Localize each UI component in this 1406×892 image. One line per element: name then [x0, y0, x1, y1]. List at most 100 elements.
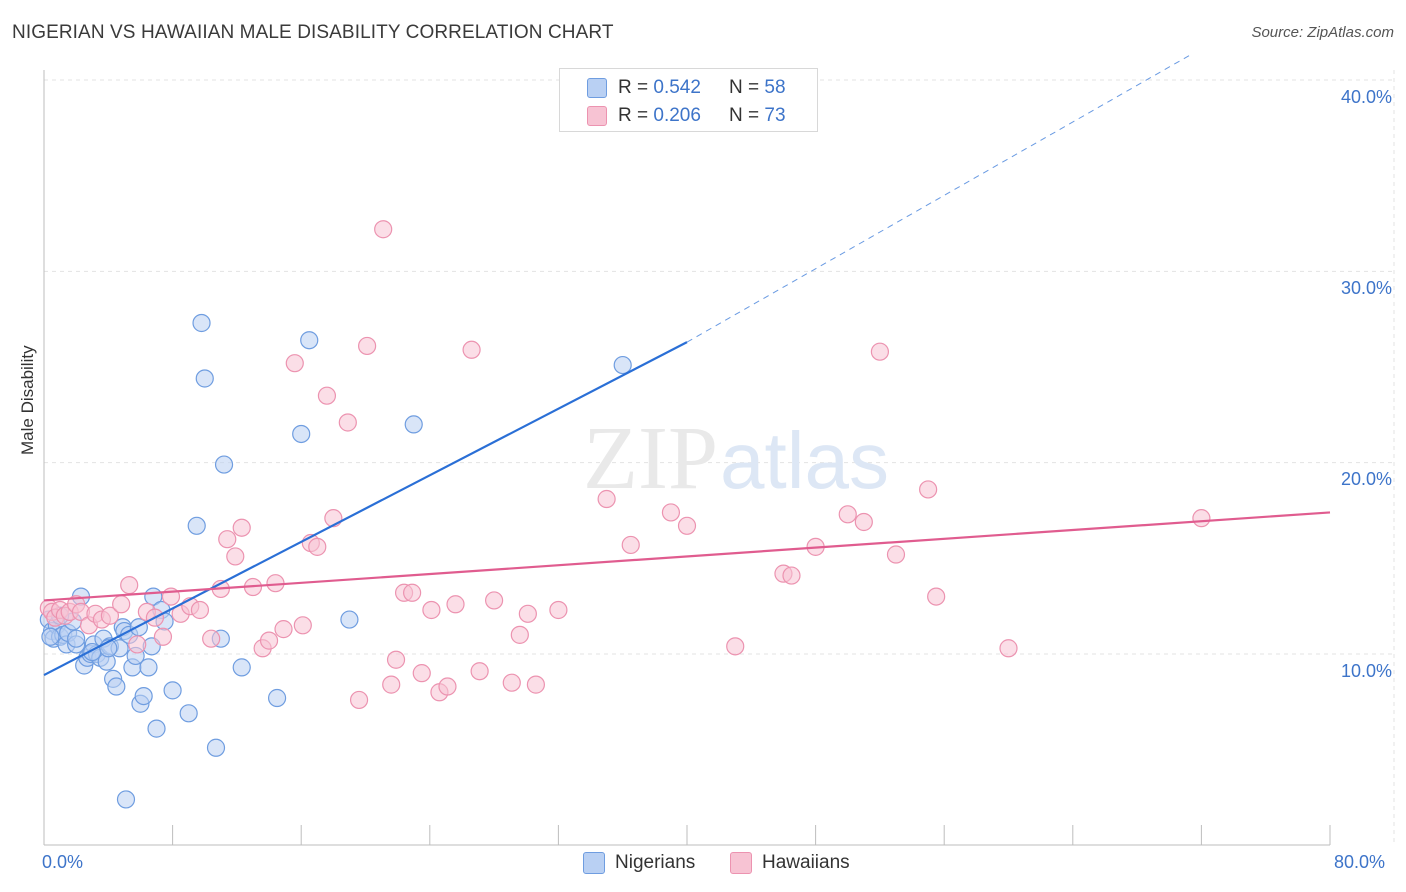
point-hawaiians-26: [232, 518, 251, 537]
point-hawaiians-58: [549, 600, 568, 620]
legend-n-label: N =: [729, 105, 765, 126]
point-hawaiians-56: [518, 604, 537, 623]
point-hawaiians-49: [438, 677, 457, 696]
point-hawaiians-41: [374, 220, 393, 239]
point-hawaiians-68: [854, 512, 873, 532]
legend-r-value-nigerians: 0.542: [653, 77, 701, 98]
y-axis-label: Male Disability: [18, 345, 37, 455]
point-hawaiians-17: [153, 627, 173, 646]
point-nigerians-35: [147, 719, 166, 738]
point-nigerians-38: [163, 681, 182, 700]
point-hawaiians-74: [1192, 509, 1211, 528]
axis-layer: [43, 70, 1331, 846]
point-hawaiians-42: [382, 675, 401, 694]
y-tick-label-20: 20.0%: [1340, 469, 1392, 489]
point-nigerians-52: [613, 355, 632, 375]
point-hawaiians-67: [838, 505, 857, 524]
y-tick-label-10: 10.0%: [1340, 661, 1392, 681]
point-nigerians-46: [232, 658, 251, 677]
point-nigerians-31: [134, 686, 153, 706]
point-hawaiians-11: [100, 606, 120, 625]
point-hawaiians-71: [919, 480, 938, 499]
point-hawaiians-72: [927, 587, 946, 606]
trend-layer: [43, 52, 1331, 677]
point-nigerians-49: [300, 331, 319, 350]
point-hawaiians-31: [274, 620, 293, 639]
point-hawaiians-14: [128, 635, 147, 654]
point-nigerians-29: [129, 618, 148, 637]
point-hawaiians-60: [621, 535, 640, 555]
point-hawaiians-47: [422, 600, 441, 620]
trend-line-hawaiians: [43, 511, 1331, 602]
point-nigerians-40: [187, 516, 206, 535]
point-hawaiians-38: [338, 413, 357, 432]
point-nigerians-25: [116, 790, 136, 809]
grid-layer: [44, 70, 1395, 845]
point-hawaiians-69: [870, 342, 890, 361]
point-nigerians-41: [192, 313, 211, 333]
legend-n-value-hawaiians: 73: [764, 105, 786, 126]
points-layer: [39, 220, 1211, 809]
point-hawaiians-45: [403, 583, 422, 602]
bottom-legend-label-nigerians: Nigerians: [615, 852, 696, 873]
point-hawaiians-70: [886, 545, 906, 564]
point-hawaiians-43: [386, 650, 406, 669]
point-hawaiians-51: [462, 340, 481, 359]
point-hawaiians-39: [349, 690, 369, 710]
x-tick-label-right: 80.0%: [1334, 852, 1386, 872]
point-hawaiians-36: [317, 386, 337, 405]
point-nigerians-39: [179, 704, 198, 723]
point-hawaiians-12: [112, 595, 131, 614]
source-label: Source: ZipAtlas.com: [1251, 24, 1394, 41]
point-hawaiians-57: [526, 675, 545, 694]
point-hawaiians-29: [259, 631, 279, 650]
x-tick-label-left: 0.0%: [42, 852, 84, 872]
chart-title: NIGERIAN VS HAWAIIAN MALE DISABILITY COR…: [12, 22, 614, 43]
bottom-legend-swatch-nigerians: [583, 852, 605, 874]
legend-r-label: R =: [618, 105, 654, 126]
point-nigerians-42: [195, 369, 214, 388]
y-tick-label-40: 40.0%: [1340, 87, 1392, 107]
point-hawaiians-54: [502, 673, 521, 692]
point-hawaiians-52: [470, 662, 489, 681]
stats-legend: R = 0.542 N = 58 R = 0.206 N = 73: [559, 68, 818, 132]
point-hawaiians-55: [510, 625, 529, 644]
point-nigerians-50: [340, 610, 359, 629]
legend-r-value-hawaiians: 0.206: [653, 105, 701, 126]
legend-n-label: N =: [729, 77, 765, 98]
point-hawaiians-62: [677, 516, 697, 535]
point-hawaiians-32: [285, 354, 304, 373]
legend-n-value-nigerians: 58: [764, 77, 786, 98]
point-nigerians-21: [107, 677, 126, 696]
point-nigerians-45: [214, 455, 234, 474]
point-hawaiians-21: [190, 600, 210, 620]
y-tick-label-30: 30.0%: [1340, 278, 1392, 298]
point-hawaiians-73: [999, 639, 1018, 658]
trend-line-extension-nigerians: [686, 52, 1194, 343]
point-hawaiians-50: [446, 595, 465, 614]
point-hawaiians-24: [218, 530, 237, 549]
point-nigerians-48: [292, 424, 311, 444]
point-nigerians-57: [41, 627, 60, 646]
point-hawaiians-61: [661, 503, 681, 522]
point-hawaiians-46: [412, 664, 431, 683]
point-hawaiians-13: [120, 576, 139, 595]
point-hawaiians-59: [597, 489, 616, 509]
bottom-legend-label-hawaiians: Hawaiians: [762, 852, 850, 873]
watermark-atlas: atlas: [720, 416, 889, 505]
point-nigerians-53: [67, 629, 86, 648]
point-nigerians-32: [139, 658, 158, 677]
point-nigerians-47: [267, 688, 287, 708]
bottom-legend-swatch-hawaiians: [730, 852, 752, 874]
point-hawaiians-25: [226, 547, 245, 566]
point-hawaiians-53: [485, 591, 504, 610]
point-nigerians-51: [404, 415, 423, 434]
point-hawaiians-35: [308, 537, 327, 556]
legend-swatch-hawaiians: [587, 106, 607, 126]
legend-r-label: R =: [618, 77, 654, 98]
point-hawaiians-22: [202, 629, 221, 648]
point-hawaiians-33: [293, 616, 312, 635]
point-hawaiians-65: [782, 566, 801, 585]
point-nigerians-43: [206, 738, 226, 757]
